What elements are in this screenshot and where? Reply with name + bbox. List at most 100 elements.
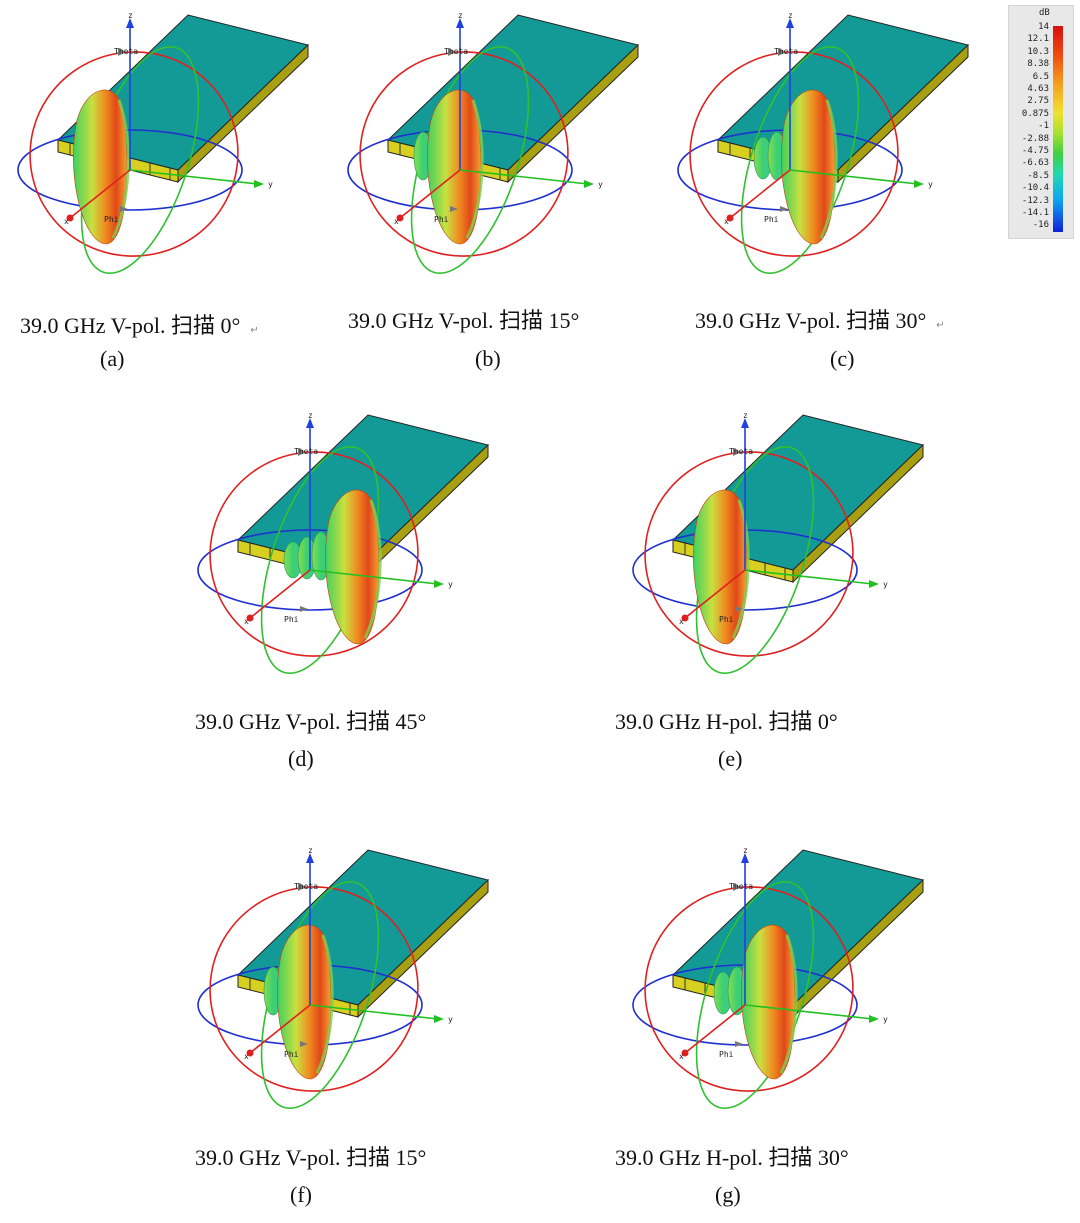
- y-axis: [459, 169, 589, 185]
- colorbar-tick-label: 8.38: [1027, 59, 1049, 70]
- y-axis-arrowhead: [869, 580, 879, 588]
- axis-label-y: y: [928, 180, 933, 189]
- x-axis-arrowhead: [681, 1049, 689, 1057]
- axis-label-phi: Phi: [719, 1050, 734, 1059]
- theta-arrow-icon: [298, 448, 306, 456]
- colorbar-tick-label: -10.4: [1021, 183, 1049, 194]
- main-beam-rim: [315, 934, 334, 1074]
- y-axis-arrowhead: [914, 180, 924, 188]
- axis-label-y: y: [448, 1015, 453, 1024]
- axis-label-theta: Theta: [729, 882, 753, 891]
- panel-caption: 39.0 GHz V-pol. 扫描 45°: [195, 704, 426, 736]
- axis-label-z: z: [458, 11, 463, 20]
- z-axis-arrowhead: [786, 18, 794, 28]
- radiation-pattern-plot: z y x Theta Phi: [632, 411, 924, 675]
- pattern-panel-f: z y x Theta Phi: [190, 845, 490, 1115]
- y-axis-arrowhead: [434, 580, 444, 588]
- radiation-pattern-plot: z y x Theta Phi: [197, 411, 489, 675]
- theta-arrow-icon: [778, 48, 786, 56]
- axis-label-phi: Phi: [434, 215, 449, 224]
- colorbar-legend: dB 14 12.1 10.3 8.38 6.5 4.63 2.75 0.875 -1 -2.88…: [1008, 5, 1074, 239]
- z-axis-arrowhead: [741, 853, 749, 863]
- colorbar-tick-label: -12.3: [1021, 195, 1049, 206]
- theta-plane-circle-red: [644, 886, 854, 1092]
- colorbar-tick-label: 12.1: [1027, 34, 1049, 45]
- main-beam-rim: [111, 99, 130, 239]
- x-axis: [684, 569, 746, 619]
- radiation-pattern-plot: z y x Theta Phi: [677, 11, 969, 275]
- panel-caption: 39.0 GHz V-pol. 扫描 0° ↵: [20, 308, 259, 340]
- axis-label-x: x: [64, 217, 69, 226]
- z-axis-arrowhead: [306, 418, 314, 428]
- colorbar-tick-label: -1: [1038, 121, 1049, 132]
- panel-caption: 39.0 GHz V-pol. 扫描 30° ↵: [695, 303, 945, 335]
- colorbar-tick-label: -14.1: [1021, 208, 1049, 218]
- panel-caption-text: 39.0 GHz H-pol. 扫描 0°: [615, 709, 838, 734]
- colorbar-tick-label: 0.875: [1021, 108, 1049, 119]
- colorbar-tick-label: 2.75: [1027, 96, 1049, 107]
- y-axis: [309, 1004, 439, 1020]
- axis-label-y: y: [448, 580, 453, 589]
- panel-caption-text: 39.0 GHz V-pol. 扫描 30°: [695, 308, 927, 333]
- colorbar-tick-label: 14: [1038, 22, 1049, 32]
- y-axis: [789, 169, 919, 185]
- panel-caption: 39.0 GHz H-pol. 扫描 30°: [615, 1140, 849, 1172]
- axis-label-phi: Phi: [284, 1050, 299, 1059]
- theta-arrow-icon: [733, 448, 741, 456]
- axis-label-z: z: [128, 11, 133, 20]
- panel-caption-text: 39.0 GHz H-pol. 扫描 30°: [615, 1145, 849, 1170]
- x-axis: [399, 169, 461, 219]
- panel-caption-text: 39.0 GHz V-pol. 扫描 15°: [348, 308, 580, 333]
- theta-plane-circle-red: [209, 886, 419, 1092]
- pattern-panel-g: z y x Theta Phi: [625, 845, 925, 1115]
- pattern-panel-a: z y x Theta Phi: [10, 10, 310, 280]
- panel-sublabel: (c): [830, 346, 855, 371]
- theta-arrow-icon: [448, 48, 456, 56]
- panel-sublabel: (a): [100, 346, 125, 371]
- panel-caption: 39.0 GHz V-pol. 扫描 15°: [195, 1140, 426, 1172]
- phi-arrow-icon: [450, 206, 458, 212]
- panel-sublabel: (g): [715, 1182, 741, 1207]
- pattern-panel-b: z y x Theta Phi: [340, 10, 640, 280]
- board-edge-face: [507, 43, 639, 184]
- axis-label-x: x: [244, 1052, 249, 1061]
- axis-label-x: x: [724, 217, 729, 226]
- panel-caption: 39.0 GHz V-pol. 扫描 15°: [348, 303, 579, 335]
- z-axis-arrowhead: [306, 853, 314, 863]
- colorbar-tick-label: 10.3: [1027, 46, 1049, 57]
- x-axis: [69, 169, 131, 219]
- panel-caption-text: 39.0 GHz V-pol. 扫描 45°: [195, 709, 427, 734]
- axis-label-theta: Theta: [729, 447, 753, 456]
- z-axis-arrowhead: [741, 418, 749, 428]
- y-axis: [744, 1004, 874, 1020]
- axis-label-y: y: [883, 580, 888, 589]
- theta-plane-circle-red: [644, 451, 854, 657]
- panel-sublabel: (f): [290, 1182, 312, 1207]
- phi-arrow-icon: [300, 606, 308, 612]
- phi-arrow-icon: [300, 1041, 308, 1047]
- panel-caption-text: 39.0 GHz V-pol. 扫描 15°: [195, 1145, 427, 1170]
- antenna-board: [672, 849, 924, 1019]
- phi-arrow-icon: [780, 206, 788, 212]
- theta-plane-circle-red: [209, 451, 419, 657]
- panel-sublabel: (e): [718, 746, 743, 771]
- main-beam-rim: [363, 499, 382, 639]
- axis-label-x: x: [244, 617, 249, 626]
- y-axis: [744, 569, 874, 585]
- pattern-panel-e: z y x Theta Phi: [625, 410, 925, 680]
- axis-label-x: x: [679, 617, 684, 626]
- main-beam-rim: [819, 99, 838, 239]
- main-beam-lobe: [427, 89, 482, 245]
- theta-arrow-icon: [118, 48, 126, 56]
- phi-arrow-icon: [735, 1041, 743, 1047]
- axis-label-phi: Phi: [719, 615, 734, 624]
- y-axis-arrowhead: [869, 1015, 879, 1023]
- x-axis-arrowhead: [66, 214, 74, 222]
- panel-caption-text: 39.0 GHz V-pol. 扫描 0°: [20, 313, 241, 338]
- colorbar-tick-label: 4.63: [1027, 84, 1049, 94]
- theta-arrow-icon: [733, 883, 741, 891]
- axis-label-y: y: [883, 1015, 888, 1024]
- axis-label-phi: Phi: [284, 615, 299, 624]
- theta-plane-circle-red: [29, 51, 239, 257]
- y-axis-arrowhead: [584, 180, 594, 188]
